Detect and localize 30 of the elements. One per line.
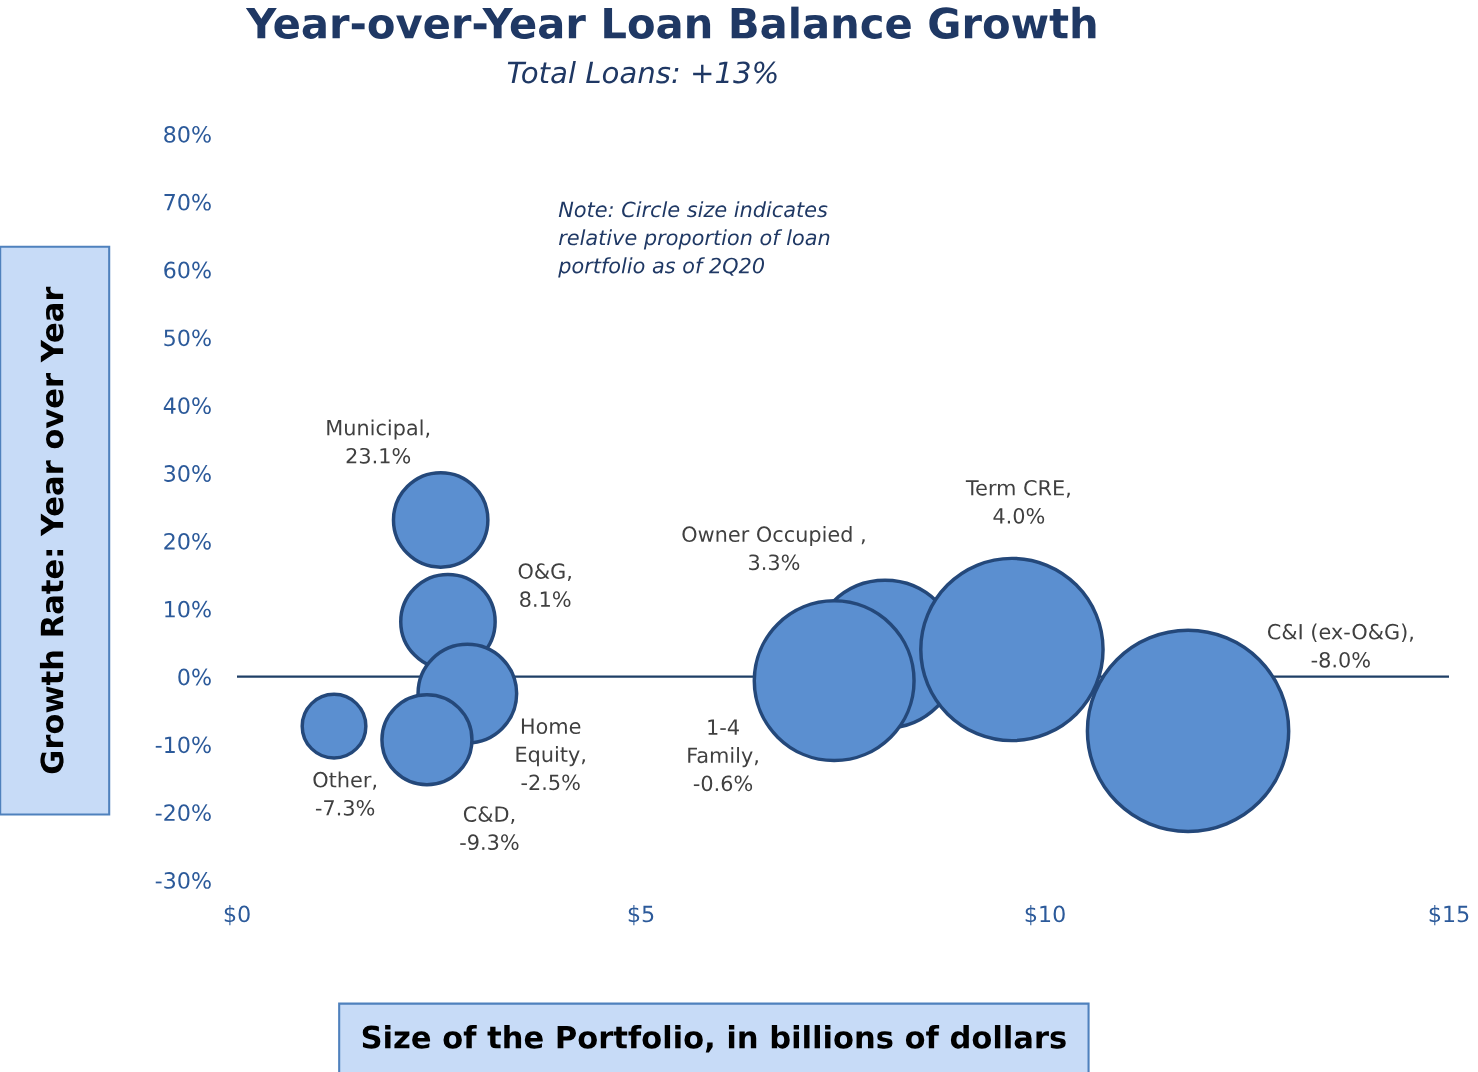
y-tick-label: -30% [155, 872, 211, 889]
y-tick-label: 0% [178, 668, 211, 686]
x-tick-label: $0 [224, 905, 250, 926]
y-tick-label: 80% [164, 125, 211, 143]
y-axis-title: Growth Rate: Year over Year [39, 286, 64, 774]
data-label: Term CRE, 4.0% [965, 479, 1070, 524]
y-tick-label: 70% [164, 193, 211, 211]
y-tick-label: 10% [165, 600, 211, 618]
y-tick-label: 40% [163, 397, 211, 415]
data-label: Home Equity, -2.5% [516, 718, 585, 791]
data-label: C&I (ex-O&G), -8.0% [1267, 623, 1413, 668]
y-tick-label: 60% [164, 261, 211, 279]
data-label: 1-4 Family, -0.6% [688, 719, 758, 792]
y-tick-label: 30% [164, 465, 211, 482]
data-label: O&G, 8.1% [518, 563, 571, 608]
annotation: Note: Circle size indicates relative proportion of loan portfolio as of 2Q20 [558, 201, 830, 278]
data-label: C&D, -9.3% [460, 806, 519, 851]
x-axis-title: Size of the Portfolio, in billions of dollars [362, 1025, 1066, 1053]
y-tick-label: 50% [164, 329, 211, 347]
y-tick-label: 20% [164, 532, 211, 550]
y-tick-label: -10% [155, 736, 211, 754]
y-tick-label: -20% [155, 804, 211, 822]
x-tick-label: $5 [628, 905, 654, 926]
x-tick-label: $15 [1429, 905, 1469, 926]
data-label: Owner Occupied , 3.3% [682, 525, 865, 571]
chart-title: Year-over-Year Loan Balance Growth [245, 6, 1096, 39]
data-label: Municipal, 23.1% [327, 419, 430, 464]
chart-subtitle: Total Loans: +13% [507, 60, 777, 84]
data-label: Other, -7.3% [313, 771, 376, 816]
x-tick-label: $10 [1025, 905, 1065, 926]
